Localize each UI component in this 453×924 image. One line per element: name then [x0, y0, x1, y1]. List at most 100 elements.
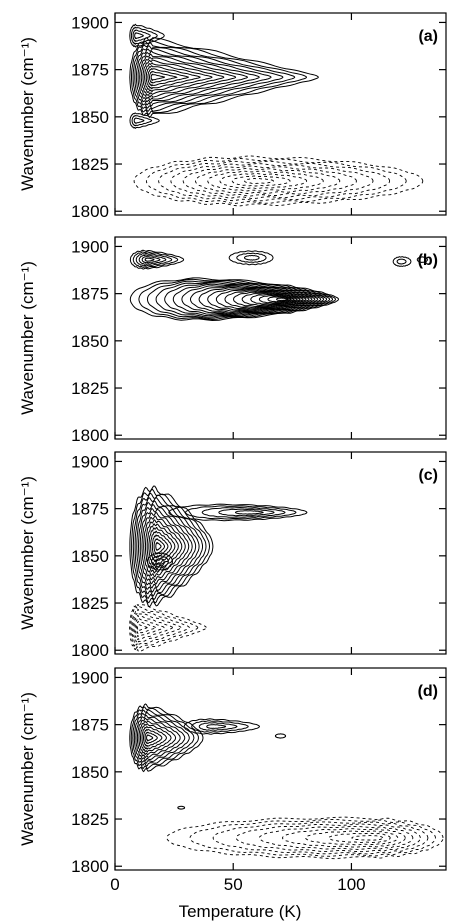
positive-contour	[129, 485, 214, 608]
positive-contour	[145, 65, 201, 90]
positive-contour	[132, 251, 179, 269]
y-tick-label: 1850	[71, 108, 109, 127]
plot-frame	[114, 667, 447, 871]
positive-contour	[146, 734, 154, 742]
panel-label: (c)	[418, 467, 438, 484]
positive-contour	[191, 720, 249, 733]
positive-contour	[134, 45, 284, 110]
negative-contour	[145, 158, 407, 204]
contour-lines	[129, 485, 308, 653]
y-tick-label: 1875	[71, 61, 109, 80]
positive-contour	[132, 492, 207, 601]
positive-contour	[396, 258, 407, 265]
positive-contour	[183, 718, 260, 735]
positive-contour	[132, 709, 195, 767]
negative-contour	[231, 175, 291, 187]
positive-contour	[144, 62, 213, 93]
plot-frame	[114, 12, 447, 216]
y-tick-label: 1900	[71, 13, 109, 32]
positive-contour	[130, 706, 199, 770]
positive-contour	[131, 488, 211, 604]
positive-contour	[241, 292, 301, 306]
contour-lines	[129, 23, 424, 207]
negative-contour	[282, 828, 406, 848]
positive-contour	[141, 725, 167, 750]
y-tick-label: 1900	[71, 452, 109, 471]
negative-contour	[131, 608, 190, 647]
panel-b: 1800 1825 1850 1875 1900 (b) Wavenumber (cm⁻¹)	[18, 236, 447, 445]
positive-contour	[224, 290, 307, 309]
negative-contour	[244, 178, 275, 184]
y-tick-label: 1900	[71, 237, 109, 256]
positive-contour	[132, 42, 296, 112]
positive-contour	[235, 510, 264, 515]
positive-contour	[207, 288, 313, 311]
positive-contour	[244, 254, 260, 261]
positive-contour	[147, 68, 189, 87]
positive-contour	[132, 29, 151, 43]
positive-contour	[135, 252, 173, 267]
positive-contour	[140, 723, 172, 753]
negative-contour	[305, 830, 399, 846]
positive-contour	[139, 53, 248, 101]
negative-contour	[137, 624, 148, 632]
positive-contour	[228, 250, 274, 266]
positive-contour	[416, 256, 428, 264]
negative-contour	[170, 163, 374, 200]
positive-contour	[164, 282, 328, 317]
y-tick-label: 1850	[71, 547, 109, 566]
y-tick-label: 1825	[71, 379, 109, 398]
positive-contour	[135, 714, 186, 762]
negative-contour	[129, 603, 207, 653]
plot-frame	[114, 451, 447, 655]
panel-label: (a)	[418, 28, 438, 45]
positive-contour	[155, 280, 331, 318]
positive-contour	[144, 731, 158, 745]
positive-contour	[144, 257, 155, 262]
positive-contour	[129, 249, 185, 270]
positive-contour	[201, 506, 286, 518]
positive-contour	[134, 32, 144, 40]
x-tick-label: 100	[337, 875, 365, 894]
y-tick-label: 1800	[71, 202, 109, 221]
positive-contour	[276, 297, 289, 301]
y-tick-label: 1875	[71, 285, 109, 304]
positive-contour	[177, 805, 186, 810]
y-axis-title: Wavenumber (cm⁻¹)	[18, 476, 37, 630]
positive-contour	[150, 530, 172, 563]
y-tick-label: 1825	[71, 155, 109, 174]
positive-contour	[143, 728, 163, 747]
positive-contour	[250, 293, 298, 305]
positive-contour	[274, 733, 287, 739]
negative-contour	[166, 816, 444, 860]
positive-contour	[142, 59, 225, 96]
positive-contour	[218, 508, 275, 517]
negative-contour	[207, 170, 324, 192]
positive-contour	[150, 73, 166, 82]
positive-contour	[154, 558, 165, 565]
positive-contour	[129, 703, 204, 773]
y-tick-label: 1800	[71, 857, 109, 876]
positive-contour	[168, 503, 308, 522]
positive-contour	[131, 114, 153, 127]
positive-contour	[137, 503, 197, 589]
positive-contour	[151, 555, 169, 568]
x-tick-label: 50	[224, 875, 243, 894]
positive-contour	[185, 505, 297, 520]
positive-contour	[130, 26, 158, 45]
y-tick-label: 1875	[71, 716, 109, 735]
positive-contour	[131, 39, 308, 116]
negative-contour	[158, 160, 391, 202]
positive-contour	[141, 255, 161, 264]
positive-contour	[135, 48, 272, 107]
negative-contour	[195, 168, 341, 194]
negative-contour	[212, 821, 429, 855]
y-axis-title: Wavenumber (cm⁻¹)	[18, 37, 37, 191]
y-tick-label: 1800	[71, 426, 109, 445]
negative-contour	[351, 835, 384, 841]
positive-contour	[144, 519, 183, 574]
x-tick-label: 0	[110, 875, 119, 894]
negative-contour	[133, 155, 424, 207]
negative-contour	[328, 832, 391, 843]
positive-contour	[392, 256, 412, 267]
